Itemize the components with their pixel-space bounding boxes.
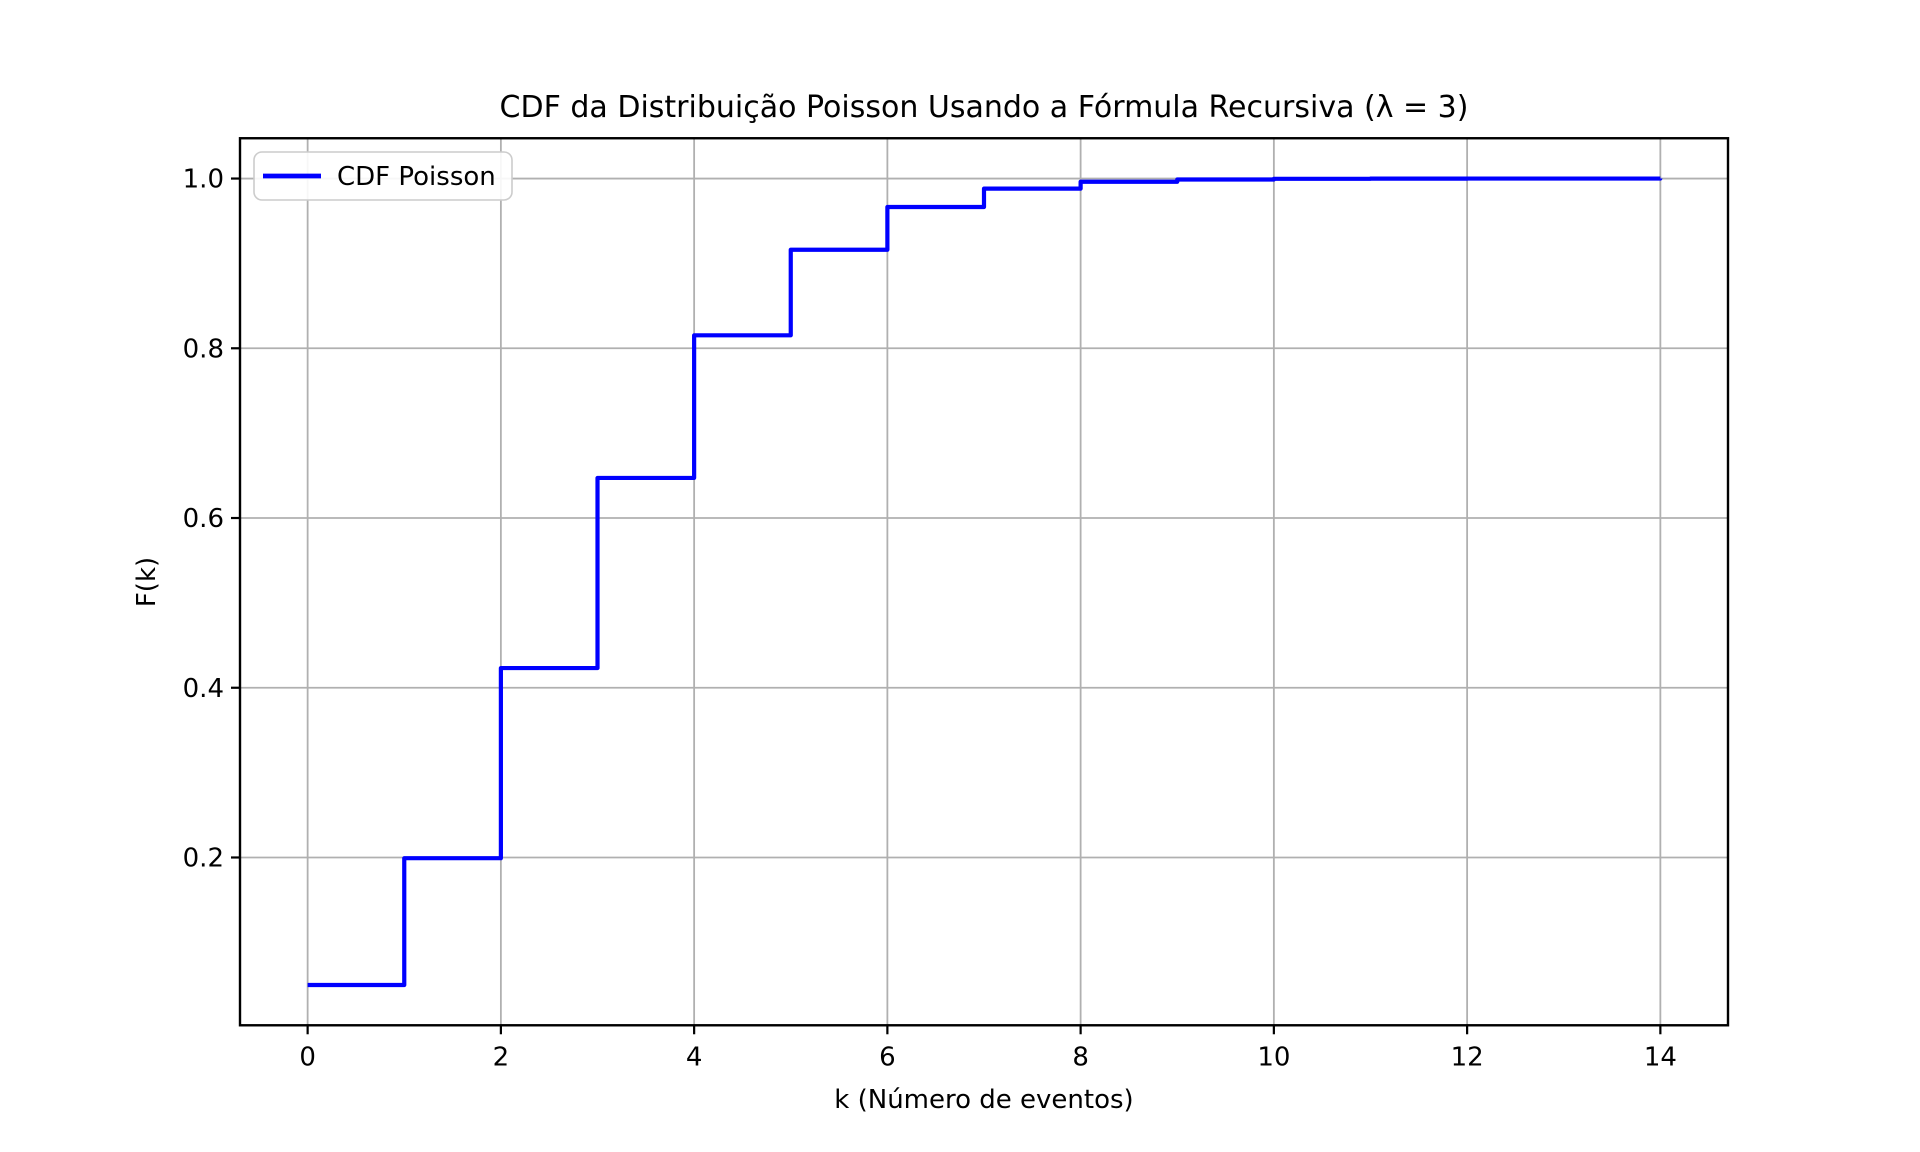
x-axis-label: k (Número de eventos) [834, 1085, 1133, 1115]
x-tick-label: 8 [1072, 1042, 1089, 1072]
chart-title: CDF da Distribuição Poisson Usando a Fór… [500, 90, 1469, 125]
cdf-step-line [307, 176, 1663, 988]
x-tick-label: 6 [879, 1042, 896, 1072]
axes-spines [238, 137, 1730, 1027]
y-tick-label: 0.8 [183, 334, 224, 364]
y-tick-label: 0.6 [183, 504, 224, 534]
legend-label: CDF Poisson [337, 162, 496, 192]
legend-box [253, 151, 513, 201]
y-tick-label: 0.4 [183, 674, 224, 704]
x-tick-label: 2 [493, 1042, 510, 1072]
data-layer [307, 176, 1663, 988]
x-tick-label: 14 [1644, 1042, 1677, 1072]
x-tick-label: 12 [1451, 1042, 1484, 1072]
grid-layer [240, 138, 1728, 1026]
x-tick-label: 10 [1257, 1042, 1290, 1072]
axes-frame [238, 137, 1730, 1027]
y-axis-label: F(k) [132, 557, 162, 607]
y-tick-label: 1.0 [183, 165, 224, 195]
tick-layer: 0 2 4 6 8 10 12 14 0.2 0.4 0.6 0.8 1.0 [183, 165, 1677, 1073]
legend: CDF Poisson [253, 151, 513, 201]
x-tick-label: 4 [686, 1042, 703, 1072]
y-tick-label: 0.2 [183, 843, 224, 873]
x-tick-label: 0 [299, 1042, 316, 1072]
